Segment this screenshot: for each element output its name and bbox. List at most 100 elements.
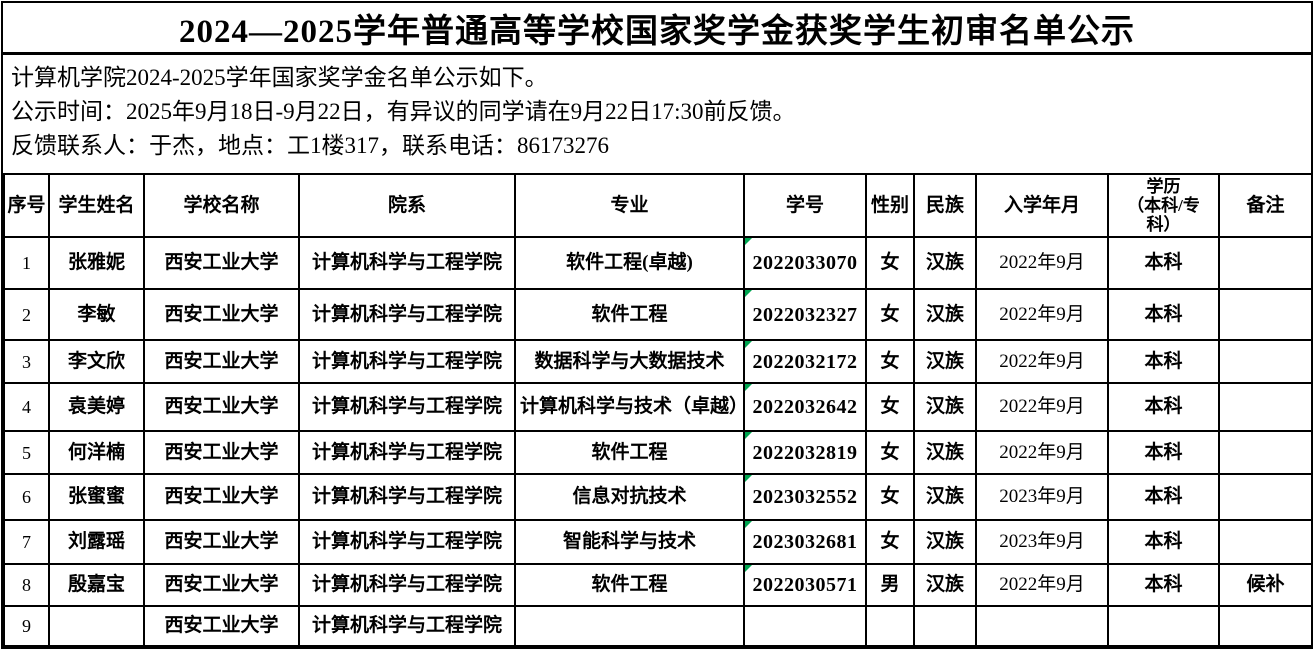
cell-school-name: 西安工业大学 [143, 382, 300, 432]
excel-text-flag-icon [746, 476, 752, 482]
cell-student-name: 张雅妮 [48, 236, 145, 290]
cell-department: 计算机科学与工程学院 [298, 339, 516, 384]
cell-department: 计算机科学与工程学院 [298, 430, 516, 475]
cell-degree: 本科 [1107, 339, 1220, 384]
cell-ethnicity: 汉族 [913, 430, 977, 475]
cell-ethnicity: 汉族 [913, 563, 977, 607]
table-body: 1 张雅妮 西安工业大学 计算机科学与工程学院 软件工程(卓越) 2022033… [3, 236, 1313, 647]
cell-student-id [743, 605, 867, 647]
cell-degree: 本科 [1107, 519, 1220, 565]
cell-student-id: 2022032642 [743, 382, 867, 432]
table-row: 2 李敏 西安工业大学 计算机科学与工程学院 软件工程 2022032327 女… [3, 288, 1313, 341]
cell-degree: 本科 [1107, 430, 1220, 475]
excel-text-flag-icon [746, 342, 752, 348]
student-id-value: 2022032327 [752, 303, 858, 326]
cell-student-name: 殷嘉宝 [48, 563, 145, 607]
table-row: 1 张雅妮 西安工业大学 计算机科学与工程学院 软件工程(卓越) 2022033… [3, 236, 1313, 290]
cell-school-name: 西安工业大学 [143, 339, 300, 384]
cell-note [1218, 382, 1313, 432]
cell-department: 计算机科学与工程学院 [298, 382, 516, 432]
cell-school-name: 西安工业大学 [143, 288, 300, 341]
col-header-gender: 性别 [865, 173, 915, 238]
cell-gender: 女 [865, 473, 915, 521]
cell-index: 8 [3, 563, 50, 607]
table-row: 3 李文欣 西安工业大学 计算机科学与工程学院 数据科学与大数据技术 20220… [3, 339, 1313, 384]
cell-gender: 女 [865, 339, 915, 384]
student-id-value: 2023032681 [752, 531, 858, 553]
excel-text-flag-icon [746, 522, 752, 528]
col-header-major: 专业 [514, 173, 745, 238]
cell-degree: 本科 [1107, 236, 1220, 290]
cell-student-name [48, 605, 145, 647]
cell-department: 计算机科学与工程学院 [298, 563, 516, 607]
excel-text-flag-icon [746, 566, 752, 572]
cell-department: 计算机科学与工程学院 [298, 519, 516, 565]
col-header-student-id: 学号 [743, 173, 867, 238]
table-row: 7 刘露瑶 西安工业大学 计算机科学与工程学院 智能科学与技术 20230326… [3, 519, 1313, 565]
excel-text-flag-icon [746, 385, 752, 391]
student-id-value: 2022033070 [752, 252, 858, 274]
cell-department: 计算机科学与工程学院 [298, 473, 516, 521]
cell-student-name: 李敏 [48, 288, 145, 341]
cell-note [1218, 339, 1313, 384]
cell-major: 计算机科学与技术（卓越） [514, 382, 745, 432]
intro-paragraph: 计算机学院2024-2025学年国家奖学金名单公示如下。 公示时间：2025年9… [3, 55, 1311, 173]
cell-note [1218, 236, 1313, 290]
cell-enroll-date: 2022年9月 [975, 339, 1109, 384]
cell-school-name: 西安工业大学 [143, 605, 300, 647]
cell-enroll-date: 2022年9月 [975, 563, 1109, 607]
cell-major: 信息对抗技术 [514, 473, 745, 521]
col-header-index: 序号 [3, 173, 50, 238]
cell-gender: 女 [865, 236, 915, 290]
cell-school-name: 西安工业大学 [143, 473, 300, 521]
col-header-degree: 学历 （本科/专科） [1107, 173, 1220, 238]
cell-enroll-date: 2022年9月 [975, 288, 1109, 341]
student-id-value: 2022032642 [752, 396, 858, 418]
cell-ethnicity: 汉族 [913, 382, 977, 432]
col-header-name: 学生姓名 [48, 173, 145, 238]
table-row: 6 张蜜蜜 西安工业大学 计算机科学与工程学院 信息对抗技术 202303255… [3, 473, 1313, 521]
cell-note [1218, 605, 1313, 647]
intro-line-contact: 反馈联系人：于杰，地点：工1楼317，联系电话：86173276 [11, 133, 609, 158]
cell-department: 计算机科学与工程学院 [298, 236, 516, 290]
cell-gender: 女 [865, 382, 915, 432]
cell-index: 5 [3, 430, 50, 475]
cell-enroll-date: 2022年9月 [975, 430, 1109, 475]
col-header-ethnicity: 民族 [913, 173, 977, 238]
cell-index: 4 [3, 382, 50, 432]
cell-gender: 女 [865, 430, 915, 475]
cell-index: 6 [3, 473, 50, 521]
cell-enroll-date [975, 605, 1109, 647]
cell-index: 2 [3, 288, 50, 341]
cell-student-name: 李文欣 [48, 339, 145, 384]
cell-enroll-date: 2022年9月 [975, 382, 1109, 432]
excel-text-flag-icon [746, 239, 752, 245]
student-id-value: 2023032552 [752, 486, 858, 508]
cell-student-name: 袁美婷 [48, 382, 145, 432]
cell-student-id: 2023032681 [743, 519, 867, 565]
cell-degree: 本科 [1107, 563, 1220, 607]
cell-student-id: 2022033070 [743, 236, 867, 290]
cell-student-id: 2022032819 [743, 430, 867, 475]
excel-text-flag-icon [746, 291, 752, 297]
scholarship-table: 序号 学生姓名 学校名称 院系 专业 学号 性别 民族 入学年月 学历 （本科/… [3, 173, 1313, 647]
cell-student-name: 刘露瑶 [48, 519, 145, 565]
table-row: 9 西安工业大学 计算机科学与工程学院 [3, 605, 1313, 647]
cell-student-name: 何洋楠 [48, 430, 145, 475]
intro-line-period: 公示时间：2025年9月18日-9月22日，有异议的同学请在9月22日17:30… [11, 99, 796, 124]
cell-note [1218, 519, 1313, 565]
cell-enroll-date: 2023年9月 [975, 519, 1109, 565]
page-title: 2024—2025学年普通高等学校国家奖学金获奖学生初审名单公示 [3, 3, 1311, 55]
cell-index: 9 [3, 605, 50, 647]
cell-note: 候补 [1218, 563, 1313, 607]
cell-degree: 本科 [1107, 473, 1220, 521]
cell-gender: 男 [865, 563, 915, 607]
cell-note [1218, 473, 1313, 521]
cell-ethnicity: 汉族 [913, 339, 977, 384]
cell-gender [865, 605, 915, 647]
cell-ethnicity: 汉族 [913, 236, 977, 290]
cell-major [514, 605, 745, 647]
cell-student-id: 2023032552 [743, 473, 867, 521]
cell-degree: 本科 [1107, 288, 1220, 341]
cell-major: 软件工程 [514, 288, 745, 341]
